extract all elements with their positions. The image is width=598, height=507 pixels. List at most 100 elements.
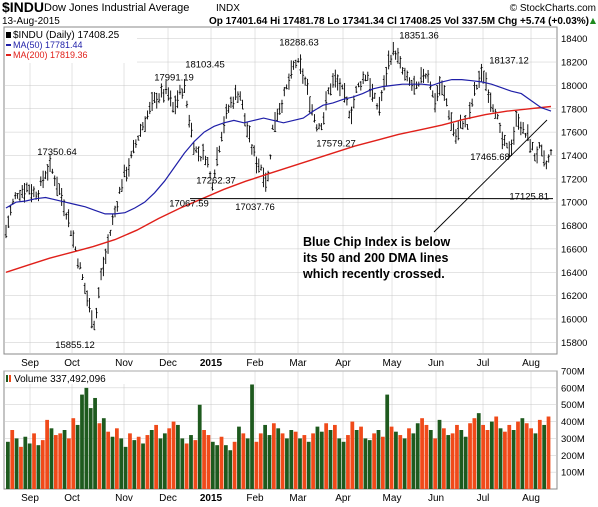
price-month-label: Nov	[115, 358, 133, 369]
price-annotation: 18137.12	[489, 55, 529, 66]
volume-bar	[141, 443, 145, 489]
price-tick-label: 17200	[561, 174, 587, 185]
volume-bar	[162, 433, 167, 489]
price-tick-label: 16800	[561, 221, 587, 232]
volume-bar	[446, 435, 451, 489]
volume-bar	[276, 428, 281, 489]
note-line-1: Blue Chip Index is below	[303, 235, 451, 249]
price-tick-label: 17400	[561, 151, 587, 162]
price-annotation: 17262.37	[196, 176, 236, 187]
price-date-axis: Sep Oct Nov Dec 2015 Feb Mar Apr May Jun Jul Aug	[21, 358, 540, 369]
ma50-line	[5, 79, 552, 215]
volume-bar	[298, 438, 302, 489]
price-tick-label: 18200	[561, 58, 587, 69]
volume-bar	[271, 423, 276, 489]
volume-bar	[280, 433, 285, 489]
volume-bar	[49, 428, 54, 489]
price-annotation: 17125.81	[509, 191, 549, 202]
volume-bar	[149, 430, 154, 489]
volume-bar	[293, 431, 298, 489]
volume-month-label: Jun	[428, 493, 444, 504]
volume-bar	[32, 433, 36, 489]
volume-bar	[315, 426, 320, 489]
volume-bar	[71, 418, 76, 489]
volume-bar	[341, 441, 346, 489]
volume-bar	[472, 418, 477, 489]
volume-bar	[115, 428, 119, 489]
volume-tick-label: 400M	[561, 417, 585, 428]
volume-bar	[219, 436, 224, 489]
quote-date: 13-Aug-2015	[2, 16, 60, 27]
volume-bar	[433, 438, 438, 489]
volume-bar	[372, 433, 376, 489]
exchange-label: INDX	[216, 3, 240, 14]
volume-bar	[27, 443, 32, 489]
volume-tick-label: 300M	[561, 434, 585, 445]
volume-bar	[376, 430, 381, 489]
volume-bar	[468, 423, 472, 489]
price-annotation: 17037.76	[235, 202, 275, 213]
volume-bar	[481, 424, 485, 489]
index-name: Dow Jones Industrial Average	[44, 2, 189, 14]
note-line-3: which recently crossed.	[302, 267, 445, 281]
price-annotation: 17579.27	[316, 139, 356, 150]
volume-bar	[154, 424, 158, 489]
volume-bar	[119, 438, 124, 489]
volume-bar	[184, 443, 189, 489]
volume-bar	[215, 445, 220, 489]
volume-date-axis: Sep Oct Nov Dec 2015 Feb Mar Apr May Jun Jul Aug	[21, 493, 540, 504]
volume-bar	[123, 446, 128, 489]
note-line-2: its 50 and 200 DMA lines	[303, 251, 448, 265]
volume-bar	[145, 435, 150, 489]
volume-tick-label: 700M	[561, 367, 585, 378]
volume-bar	[359, 426, 363, 489]
legend-volume: Volume 337,492,096	[14, 374, 106, 385]
price-month-label: Feb	[246, 358, 264, 369]
volume-bar	[53, 435, 58, 489]
volume-bar	[84, 387, 89, 489]
price-bars	[4, 41, 553, 331]
volume-bar	[524, 423, 529, 489]
volume-bar	[14, 438, 19, 489]
volume-bar	[241, 433, 246, 489]
volume-bar	[520, 418, 525, 489]
volume-tick-label: 200M	[561, 451, 585, 462]
volume-bar	[337, 438, 342, 489]
price-annotation: 17991.19	[154, 72, 194, 83]
volume-bar	[442, 428, 446, 489]
volume-bar	[58, 433, 63, 489]
up-arrow-icon: ▲	[590, 16, 597, 25]
volume-tick-label: 500M	[561, 400, 585, 411]
volume-bar	[415, 423, 420, 489]
volume-bar	[23, 436, 28, 489]
volume-bar	[450, 433, 455, 489]
brand-label: © StockCharts.com	[510, 3, 596, 14]
volume-bar	[385, 394, 390, 489]
price-annotation: 18103.45	[185, 59, 225, 70]
volume-bar	[407, 428, 411, 489]
volume-bar	[394, 431, 398, 489]
volume-bar	[533, 433, 538, 489]
volume-bar	[324, 423, 329, 489]
volume-bar	[494, 416, 499, 489]
price-month-label: Dec	[159, 358, 177, 369]
price-annotation: 17067.59	[169, 198, 209, 209]
volume-bar	[350, 421, 355, 489]
volume-bar	[171, 421, 176, 489]
volume-bar	[250, 384, 254, 489]
volume-month-label: Dec	[159, 493, 177, 504]
price-annotation: 15855.12	[55, 340, 95, 351]
price-annotations: 17350.64 17991.19 18103.45 18288.63 18351.36…	[37, 30, 549, 351]
price-month-label: Aug	[522, 358, 540, 369]
volume-bar	[62, 430, 67, 489]
price-tick-label: 16600	[561, 244, 587, 255]
volume-month-label: Feb	[246, 493, 264, 504]
trendline	[433, 119, 548, 233]
price-axis: 15800 16000 16200 16400 16600 16800 17000 17200…	[561, 34, 587, 349]
price-annotation: 18288.63	[279, 38, 319, 49]
volume-bar	[258, 433, 263, 489]
volume-bar	[507, 424, 512, 489]
volume-bar	[10, 430, 15, 489]
volume-bar	[529, 428, 533, 489]
volume-bar	[40, 440, 45, 489]
